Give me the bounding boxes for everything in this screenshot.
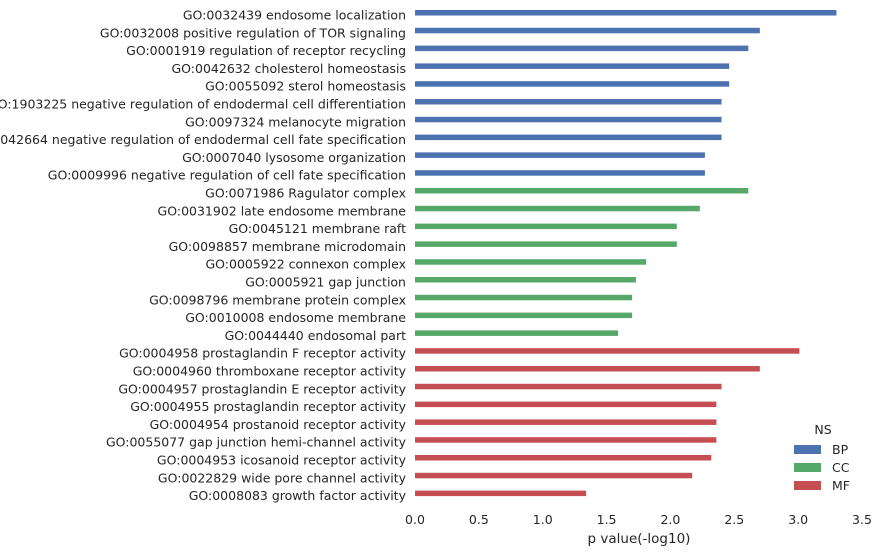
bar-mf <box>415 490 587 497</box>
legend: NS BP CC MF <box>794 422 850 493</box>
category-label: GO:0004955 prostaglandin receptor activi… <box>130 399 406 414</box>
category-label: GO:0042664 negative regulation of endode… <box>0 132 406 147</box>
category-label: GO:0032008 positive regulation of TOR si… <box>100 25 406 40</box>
category-label: GO:0045121 membrane raft <box>229 221 407 236</box>
bar-bp <box>415 81 730 87</box>
bar-mf <box>415 383 722 390</box>
category-label: GO:0005922 connexon complex <box>205 257 406 272</box>
category-label: GO:0031902 late endosome membrane <box>158 203 407 218</box>
bar-cc <box>415 188 749 194</box>
category-label: GO:0004957 prostaglandin E receptor acti… <box>118 381 406 396</box>
category-label: GO:0007040 lysosome organization <box>182 150 406 165</box>
bar-cc <box>415 330 619 336</box>
bar-bp <box>415 116 722 123</box>
legend-swatch-cc <box>794 463 821 472</box>
category-label: GO:0004958 prostaglandin F receptor acti… <box>119 346 407 361</box>
bar-cc <box>415 312 633 319</box>
bar-bp <box>415 134 722 141</box>
bar-bp <box>415 27 760 34</box>
bar-cc <box>415 205 700 212</box>
x-tick-label: 2.5 <box>724 512 744 527</box>
category-label: GO:0042632 cholesterol homeostasis <box>172 61 407 76</box>
category-label: GO:0004954 prostanoid receptor activity <box>150 417 407 432</box>
category-label: GO:0022829 wide pore channel activity <box>158 470 407 485</box>
x-tick-label: 3.0 <box>788 512 808 527</box>
category-label: GO:0005921 gap junction <box>245 275 406 290</box>
x-tick-label: 1.0 <box>533 512 553 527</box>
bar-bp <box>415 63 730 69</box>
x-tick-label: 0.5 <box>469 512 489 527</box>
category-label: GO:0004960 thromboxane receptor activity <box>133 364 407 379</box>
bar-bp <box>415 10 837 16</box>
bar-cc <box>415 259 647 265</box>
category-labels: GO:0032439 endosome localization GO:00320… <box>0 8 407 504</box>
x-tick-label: 2.0 <box>660 512 680 527</box>
category-label: GO:0055092 sterol homeostasis <box>205 79 406 94</box>
bar-bp <box>415 170 705 176</box>
category-label: GO:0032439 endosome localization <box>183 8 406 23</box>
bar-bp <box>415 99 722 105</box>
bar-cc <box>415 241 677 247</box>
bar-mf <box>415 437 717 443</box>
bar-mf <box>415 419 717 425</box>
bar-mf <box>415 366 760 372</box>
category-label: GO:0097324 melanocyte migration <box>185 114 406 129</box>
bar-bp <box>415 45 749 52</box>
bar-mf <box>415 348 800 354</box>
bar-mf <box>415 401 717 408</box>
x-axis-title: p value(-log10) <box>588 531 691 547</box>
legend-swatch-bp <box>794 445 821 454</box>
category-label: GO:1903225 negative regulation of endode… <box>0 97 406 112</box>
legend-swatch-mf <box>794 481 821 490</box>
x-tick-label: 3.5 <box>852 512 872 527</box>
category-label: GO:0008083 growth factor activity <box>189 488 407 503</box>
legend-title: NS <box>814 422 831 437</box>
category-label: GO:0055077 gap junction hemi-channel act… <box>106 435 407 450</box>
legend-label: CC <box>832 460 850 475</box>
bar-mf <box>415 472 693 479</box>
category-label: GO:0098796 membrane protein complex <box>149 292 406 307</box>
bar-cc <box>415 277 636 283</box>
x-tick-label: 1.5 <box>597 512 617 527</box>
bar-mf <box>415 455 712 461</box>
bar-cc <box>415 294 633 301</box>
x-axis-ticks: 0.0 0.5 1.0 1.5 2.0 2.5 3.0 3.5 <box>405 512 872 527</box>
legend-label: BP <box>832 442 849 457</box>
x-tick-label: 0.0 <box>405 512 425 527</box>
bars <box>415 10 837 497</box>
bar-bp <box>415 152 705 158</box>
category-label: GO:0010008 endosome membrane <box>185 310 406 325</box>
category-label: GO:0001919 regulation of receptor recycl… <box>126 43 406 58</box>
category-label: GO:0044440 endosomal part <box>225 328 407 343</box>
category-label: GO:0009996 negative regulation of cell f… <box>48 168 406 183</box>
category-label: GO:0004953 icosanoid receptor activity <box>157 453 407 468</box>
category-label: GO:0071986 Ragulator complex <box>205 186 406 201</box>
bar-cc <box>415 223 677 230</box>
legend-label: MF <box>832 478 850 493</box>
category-label: GO:0098857 membrane microdomain <box>169 239 406 254</box>
